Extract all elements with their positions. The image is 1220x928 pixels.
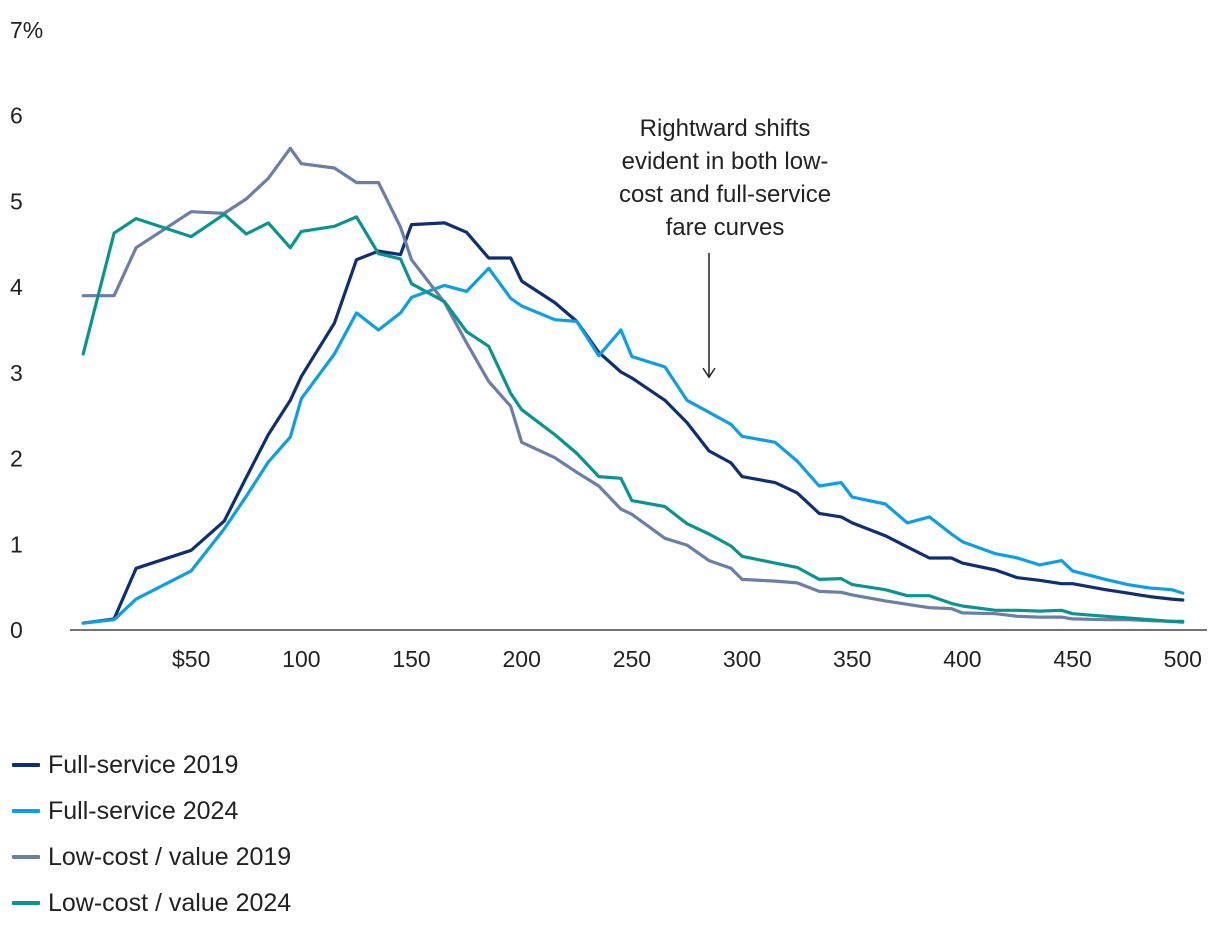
legend-swatch [12,855,40,859]
x-tick-label: 150 [392,646,430,672]
legend: Full-service 2019 Full-service 2024 Low-… [12,742,291,926]
x-tick-label: 400 [943,646,981,672]
y-tick-label: 3 [10,360,23,386]
legend-item-full-service-2019: Full-service 2019 [12,742,291,788]
y-tick-label: 5 [10,188,23,214]
legend-label: Full-service 2024 [48,796,239,825]
series-line-low-cost-value-2024 [81,212,1185,624]
y-tick-label: 0 [10,617,23,643]
x-tick-label: 300 [723,646,761,672]
x-tick-label: $50 [172,646,210,672]
x-tick-label: 200 [503,646,541,672]
legend-swatch [12,901,40,905]
legend-label: Low-cost / value 2024 [48,888,292,917]
y-tick-label: 4 [10,274,23,300]
x-tick-label: 250 [613,646,651,672]
annotation-line: evident in both low- [622,148,829,175]
series-lines [81,146,1185,625]
fare-distribution-chart: 0 1 2 3 4 5 6 7% $50 100 150 200 250 300 350 400 450 500… [10,17,1207,672]
y-tick-label: 2 [10,446,23,472]
annotation-line: Rightward shifts [640,115,811,142]
annotation-arrowhead [702,367,716,379]
y-axis-tick-labels: 0 1 2 3 4 5 6 7% [10,17,43,643]
legend-label: Full-service 2019 [48,750,239,779]
x-axis-tick-labels: $50 100 150 200 250 300 350 400 450 500 [172,646,1202,672]
x-tick-label: 450 [1053,646,1091,672]
legend-swatch [12,809,40,813]
x-tick-label: 350 [833,646,871,672]
x-tick-label: 500 [1164,646,1202,672]
legend-item-low-cost-2019: Low-cost / value 2019 [12,834,291,880]
x-tick-label: 100 [282,646,320,672]
annotation-line: fare curves [666,214,785,241]
y-tick-label: 7% [10,17,43,43]
series-line-low-cost-value-2019 [81,146,1185,624]
legend-label: Low-cost / value 2019 [48,842,292,871]
legend-swatch [12,763,40,767]
series-line-full-service-2019 [81,221,1185,625]
legend-item-low-cost-2024: Low-cost / value 2024 [12,880,291,926]
annotation: Rightward shifts evident in both low-cost… [619,115,831,379]
annotation-line: cost and full-service [619,181,831,208]
y-tick-label: 6 [10,103,23,129]
annotation-text: Rightward shifts evident in both low-cost… [619,115,831,241]
series-line-full-service-2024 [81,266,1185,625]
y-tick-label: 1 [10,531,23,557]
legend-item-full-service-2024: Full-service 2024 [12,788,291,834]
